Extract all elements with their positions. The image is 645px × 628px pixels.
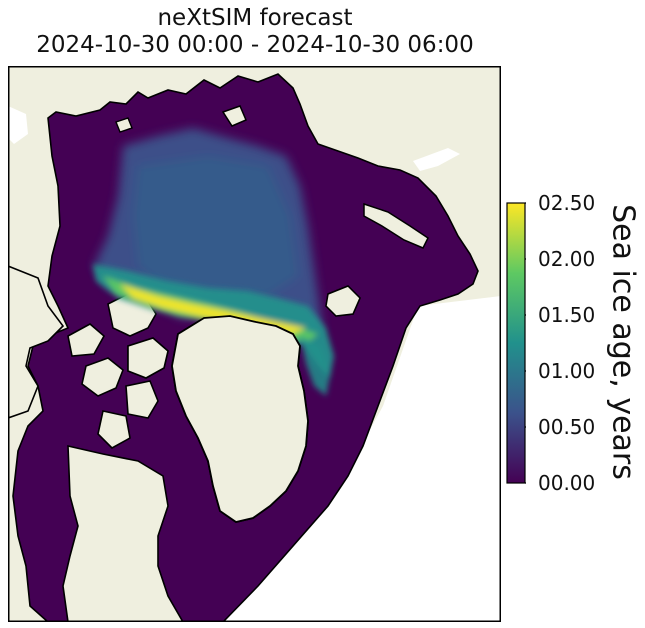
colorbar-gradient [506,202,526,484]
title-line-1: neXtSIM forecast [157,5,353,31]
colorbar-tick-label: 01.50 [538,303,596,327]
archipelago-island-5 [97,410,131,449]
severnaya-zemlya [221,105,247,127]
colorbar-tick-label: 02.50 [538,191,596,215]
archipelago-island-3 [81,357,124,397]
colorbar-title: Sea ice age, years [605,204,641,480]
new-siberian-islands [115,117,133,133]
colorbar-tick-label: 02.00 [538,247,596,271]
novaya-zemlya [363,202,429,249]
colorbar-tick-label: 00.50 [538,415,596,439]
archipelago-island-6 [67,323,106,357]
archipelago-island-4 [125,380,159,419]
canada-mainland [8,265,65,419]
colorbar [506,202,526,484]
sea-ice-age-map [8,66,501,622]
hudson-bay-land [62,444,184,622]
colorbar-tick-label: 01.00 [538,359,596,383]
map-frame [8,66,501,622]
colorbar-tick-label: 00.00 [538,471,596,495]
title-line-2: 2024-10-30 00:00 - 2024-10-30 06:00 [36,32,474,58]
no-data-region [223,296,501,622]
